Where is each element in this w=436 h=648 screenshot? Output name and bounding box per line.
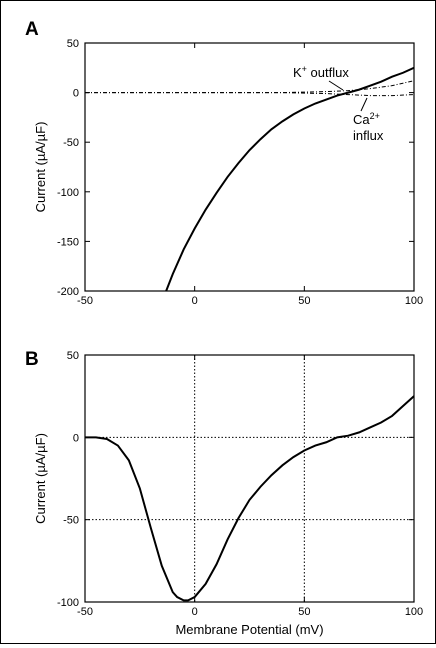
panel-a-x-tick-label: 0 — [192, 295, 198, 307]
panel-a-y-tick-label: 50 — [67, 38, 79, 50]
panel-b-y-tick-label: -100 — [57, 597, 79, 609]
panel-a-series-line-2 — [85, 92, 414, 97]
panel-b-y-tick-label: -50 — [63, 515, 79, 527]
panel-a-annotation-k-outflux: K+ outflux — [293, 64, 349, 80]
panel-a-annotation-k-pointer — [328, 80, 344, 91]
panel-b-x-tick-label: 100 — [405, 606, 423, 618]
panel-b-plot-frame — [84, 354, 415, 603]
panel-b-x-tick-label: 50 — [298, 606, 310, 618]
panel-b-x-axis-title: Membrane Potential (mV) — [175, 622, 323, 637]
panel-a-y-tick-label: -150 — [57, 236, 79, 248]
panel-a-y-tick-label: -100 — [57, 187, 79, 199]
panel-a-annotation-ca-pointer — [360, 97, 368, 112]
panel-a-x-tick-label: 100 — [405, 295, 423, 307]
panel-a-y-axis-title: Current (µA/µF) — [33, 122, 48, 213]
panel-a-annotation-ca-influx-line2: influx — [353, 128, 384, 143]
panel-a-letter: A — [25, 19, 39, 40]
panel-a-y-tick-label: -200 — [57, 286, 79, 298]
panel-a-annotation-ca-influx: Ca2+ — [353, 111, 380, 127]
panel-b-x-tick-label: -50 — [77, 606, 93, 618]
panel-b-y-tick-label: 50 — [67, 350, 79, 362]
panel-b-y-axis-title: Current (µA/µF) — [33, 433, 48, 524]
panel-a-series-line-3 — [165, 66, 414, 291]
panel-b-series-line-1 — [85, 395, 414, 602]
panel-a-plot-frame — [84, 42, 415, 292]
panel-a-y-tick-label: -50 — [63, 137, 79, 149]
panel-b-y-tick-label: 0 — [73, 432, 79, 444]
panel-a-x-tick-label: 50 — [298, 295, 310, 307]
panel-a-x-tick-label: -50 — [77, 295, 93, 307]
panel-b-x-tick-label: 0 — [192, 606, 198, 618]
panel-a-y-tick-label: 0 — [73, 88, 79, 100]
panel-b-letter: B — [25, 349, 39, 370]
